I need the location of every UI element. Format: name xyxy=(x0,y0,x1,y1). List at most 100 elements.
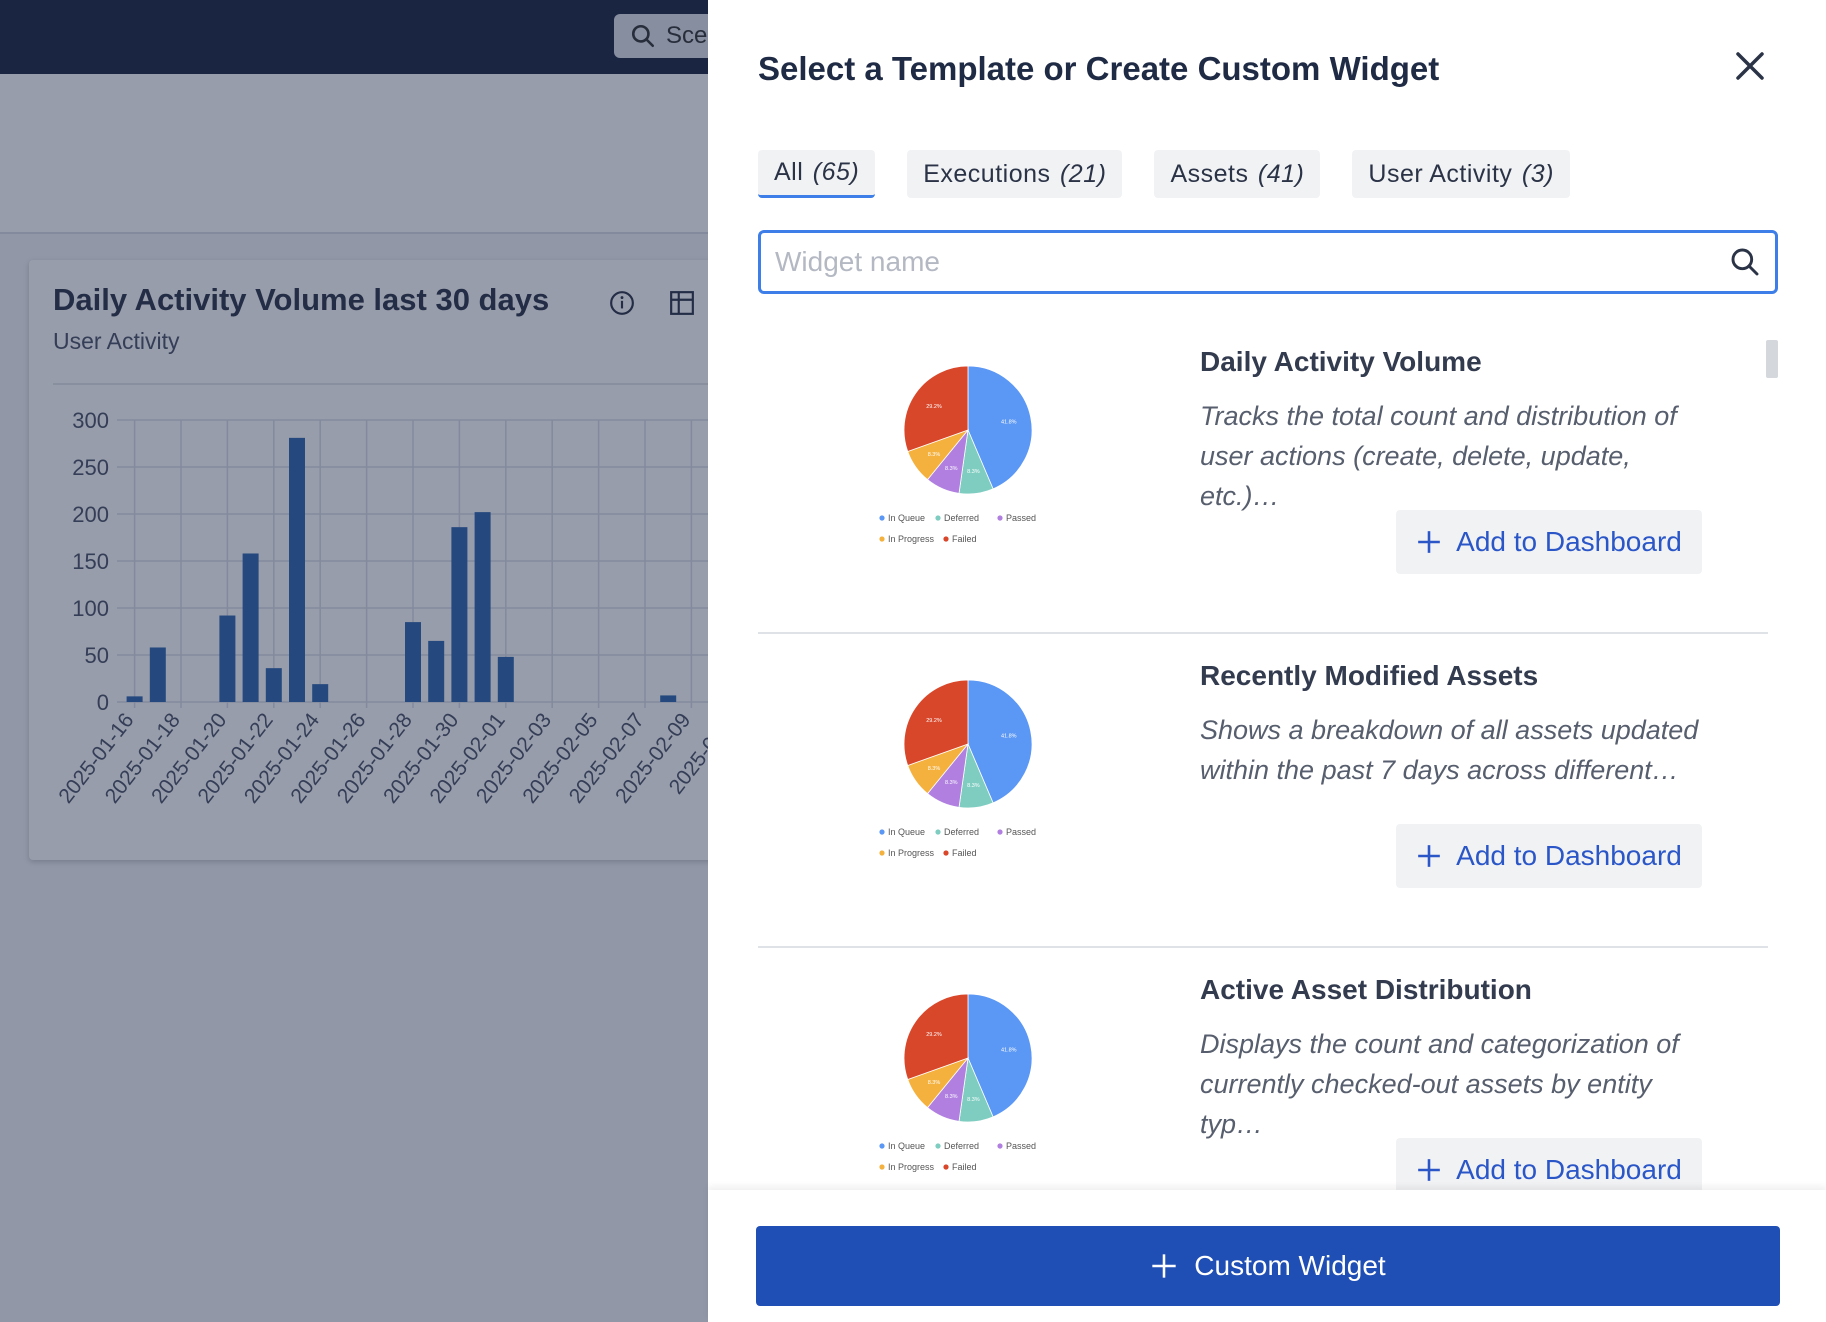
chart-bar[interactable] xyxy=(428,640,445,702)
dashboard-widget-card: Daily Activity Volume last 30 days User … xyxy=(29,260,749,860)
tab-count: (3) xyxy=(1521,159,1554,188)
widget-divider xyxy=(53,383,749,385)
template-list[interactable]: 41.8% 8.3% 8.3% 8.3% 29.2% In Queue Deferred Pa… xyxy=(758,320,1768,1190)
chart-bar[interactable] xyxy=(242,553,259,702)
template-preview-pie-chart: 41.8% 8.3% 8.3% 8.3% 29.2% In Queue Deferred Pa… xyxy=(879,365,1036,544)
chart-bar[interactable] xyxy=(660,695,677,702)
template-card: 41.8% 8.3% 8.3% 8.3% 29.2% In Queue Deferred Pa… xyxy=(758,948,1768,1190)
pie-slice-label: 8.3% xyxy=(967,469,980,475)
legend-swatch xyxy=(943,850,949,856)
tab-executions[interactable]: Executions (21) xyxy=(907,150,1123,198)
legend-swatch xyxy=(943,536,949,542)
legend-swatch xyxy=(997,1143,1003,1149)
pie-slice xyxy=(903,993,969,1080)
plus-icon xyxy=(1418,845,1440,867)
widget-search-input[interactable] xyxy=(775,246,1729,278)
add-to-dashboard-button[interactable]: Add to Dashboard xyxy=(1396,1138,1702,1190)
chart-bar[interactable] xyxy=(289,437,305,702)
tab-label: All xyxy=(774,158,804,186)
template-card: 41.8% 8.3% 8.3% 8.3% 29.2% In Queue Deferred Pa… xyxy=(758,634,1768,948)
pie-slice-label: 8.3% xyxy=(928,1080,941,1086)
chart-bar[interactable] xyxy=(474,512,491,702)
legend-swatch xyxy=(879,1164,885,1170)
tab-user-activity[interactable]: User Activity (3) xyxy=(1352,150,1570,198)
legend-swatch xyxy=(935,515,941,521)
tab-label: User Activity xyxy=(1368,159,1513,188)
legend-swatch xyxy=(879,1143,885,1149)
panel-footer: Custom Widget xyxy=(708,1190,1826,1322)
tab-label: Assets xyxy=(1170,159,1249,188)
tab-count: (65) xyxy=(812,158,860,186)
legend-label: Passed xyxy=(1006,1141,1036,1151)
chart-bar[interactable] xyxy=(149,647,166,702)
legend-label: In Progress xyxy=(888,1162,935,1172)
scrollbar-thumb[interactable] xyxy=(1766,340,1778,378)
pie-slice xyxy=(967,679,1033,804)
legend-label: Deferred xyxy=(944,827,979,837)
legend-label: Passed xyxy=(1006,827,1036,837)
legend-swatch xyxy=(879,536,885,542)
table-icon[interactable] xyxy=(669,290,695,316)
chart-bar[interactable] xyxy=(497,656,514,702)
legend-swatch xyxy=(943,1164,949,1170)
template-title: Recently Modified Assets xyxy=(1200,660,1539,691)
legend-swatch xyxy=(997,515,1003,521)
template-title: Daily Activity Volume xyxy=(1200,346,1482,377)
chart-bar[interactable] xyxy=(265,668,282,702)
chart-bar[interactable] xyxy=(405,622,421,702)
template-description: Displays the count and categorization of… xyxy=(1200,1029,1679,1139)
pie-slice xyxy=(903,365,969,452)
plus-icon xyxy=(1152,1254,1176,1278)
add-to-dashboard-button[interactable]: Add to Dashboard xyxy=(1396,824,1702,888)
y-tick-label: 300 xyxy=(72,408,109,433)
template-card: 41.8% 8.3% 8.3% 8.3% 29.2% In Queue Deferred Pa… xyxy=(758,320,1768,634)
pie-slice-label: 41.8% xyxy=(1001,420,1017,426)
chart-bar[interactable] xyxy=(219,615,236,702)
legend-swatch xyxy=(935,1143,941,1149)
legend-label: Deferred xyxy=(944,513,979,523)
tab-all[interactable]: All (65) xyxy=(758,150,876,198)
template-title: Active Asset Distribution xyxy=(1200,974,1532,1005)
legend-label: In Queue xyxy=(888,513,925,523)
y-tick-label: 0 xyxy=(97,690,109,715)
plus-icon xyxy=(1418,531,1440,553)
legend-label: Failed xyxy=(952,848,977,858)
legend-label: In Progress xyxy=(888,848,935,858)
close-icon[interactable] xyxy=(1730,46,1770,86)
legend-label: Passed xyxy=(1006,513,1036,523)
search-icon[interactable] xyxy=(1729,246,1761,278)
pie-slice-label: 41.8% xyxy=(1001,734,1017,740)
y-tick-label: 50 xyxy=(85,643,109,668)
pie-slice xyxy=(967,365,1033,490)
info-icon[interactable] xyxy=(609,290,635,316)
panel-title: Select a Template or Create Custom Widge… xyxy=(758,50,1440,87)
chart-bar[interactable] xyxy=(451,527,468,702)
custom-widget-label: Custom Widget xyxy=(1194,1250,1386,1281)
chart-bar[interactable] xyxy=(126,696,143,702)
legend-label: Failed xyxy=(952,534,977,544)
legend-swatch xyxy=(935,829,941,835)
tab-count: (21) xyxy=(1059,159,1107,188)
tab-count: (41) xyxy=(1257,159,1305,188)
template-description: Tracks the total count and distribution … xyxy=(1200,401,1677,511)
chart-bar[interactable] xyxy=(312,684,329,702)
legend-label: In Queue xyxy=(888,1141,925,1151)
legend-swatch xyxy=(997,829,1003,835)
y-tick-label: 200 xyxy=(72,502,109,527)
legend-swatch xyxy=(879,829,885,835)
pie-slice-label: 8.3% xyxy=(945,1094,958,1100)
legend-label: In Progress xyxy=(888,534,935,544)
pie-slice-label: 8.3% xyxy=(928,766,941,772)
legend-swatch xyxy=(879,850,885,856)
pie-slice xyxy=(903,679,969,766)
widget-subtitle: User Activity xyxy=(53,328,180,354)
divider xyxy=(758,946,1768,948)
add-to-dashboard-button[interactable]: Add to Dashboard xyxy=(1396,510,1702,574)
legend-label: Deferred xyxy=(944,1141,979,1151)
divider xyxy=(758,632,1768,634)
tab-assets[interactable]: Assets (41) xyxy=(1154,150,1321,198)
tab-label: Executions xyxy=(923,159,1051,188)
custom-widget-button[interactable]: Custom Widget xyxy=(756,1226,1780,1306)
category-tabs: All (65) Executions (21) Assets (41) Use… xyxy=(758,150,1570,198)
widget-title: Daily Activity Volume last 30 days xyxy=(53,282,550,317)
